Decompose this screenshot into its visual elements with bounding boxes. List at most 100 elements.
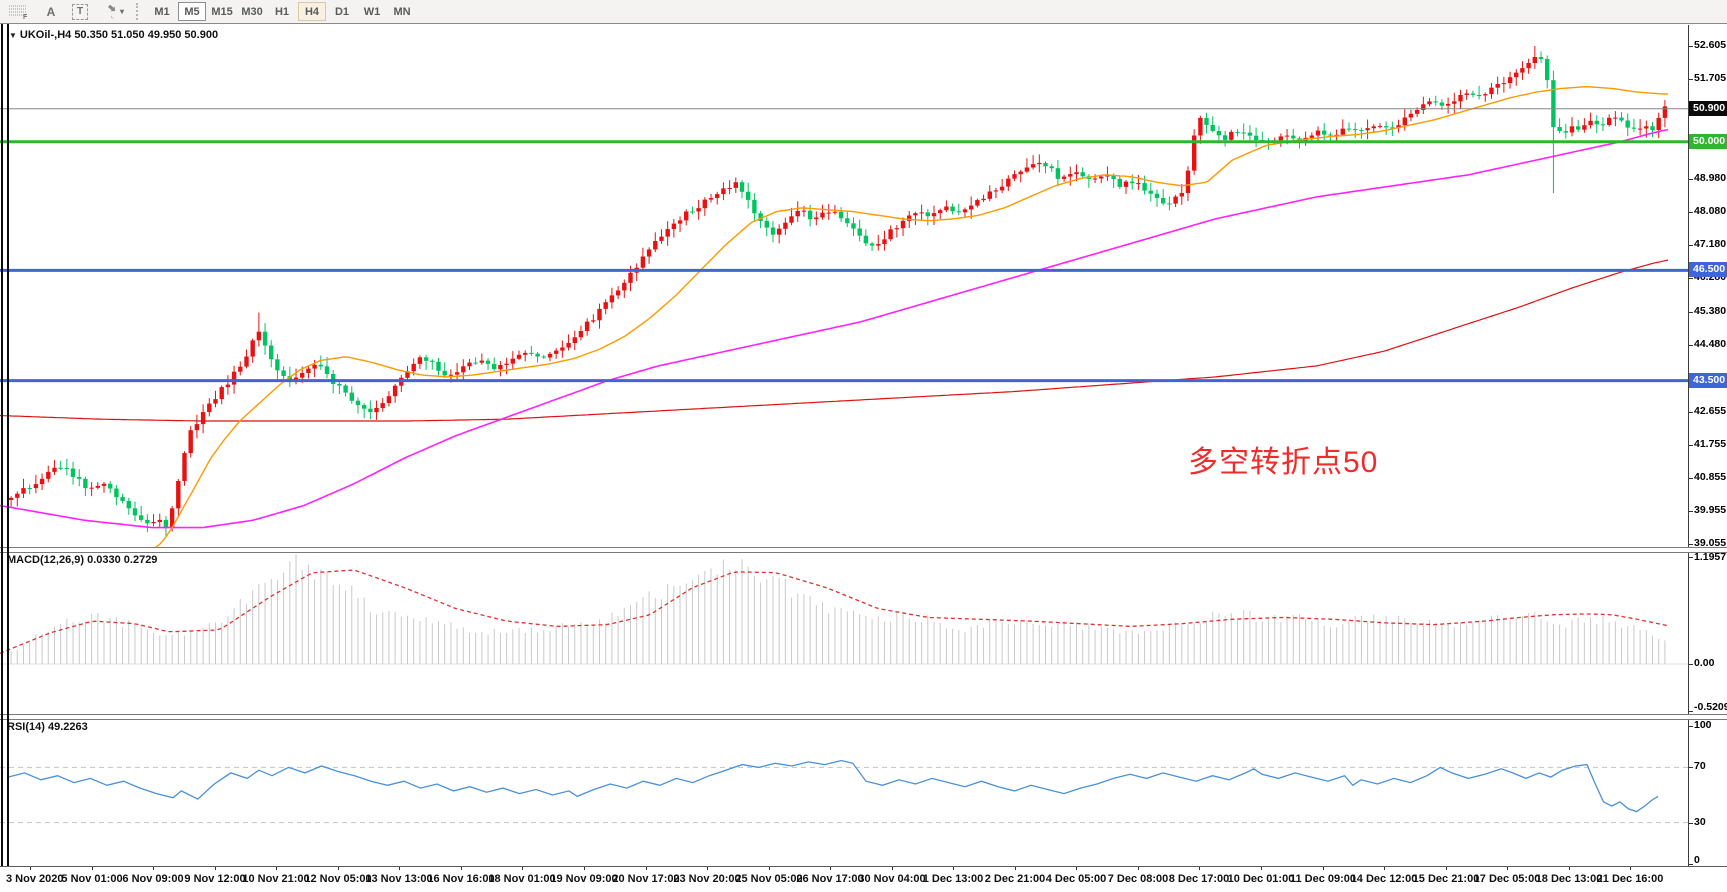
moving-average-line bbox=[0, 259, 1669, 422]
timeframe-button-m30[interactable]: M30 bbox=[238, 2, 266, 21]
rsi-tick-label: 0 bbox=[1694, 854, 1700, 866]
time-axis-label: 1 Dec 13:00 bbox=[922, 873, 984, 885]
macd-label: MACD(12,26,9) 0.0330 0.2729 bbox=[7, 554, 158, 566]
time-axis-label: 15 Dec 21:00 bbox=[1412, 873, 1480, 885]
time-tick-mark bbox=[1076, 867, 1077, 870]
time-tick-mark bbox=[215, 867, 216, 870]
chart-window: ▼ UKOil-,H4 50.350 51.050 49.950 50.900 多… bbox=[0, 23, 1727, 892]
rsi-tick-mark bbox=[1689, 726, 1693, 727]
macd-tick-mark bbox=[1689, 711, 1693, 712]
time-axis-label: 18 Dec 13:00 bbox=[1535, 873, 1603, 885]
time-tick-mark bbox=[522, 867, 523, 870]
time-axis[interactable]: 3 Nov 2020 5 Nov 01:00 6 Nov 09:00 9 Nov 12… bbox=[0, 866, 1727, 892]
moving-average-line bbox=[155, 85, 1668, 547]
time-tick-mark bbox=[584, 867, 585, 870]
timeframe-button-h1[interactable]: H1 bbox=[268, 2, 296, 21]
macd-tick-mark bbox=[1689, 557, 1693, 558]
price-tick-mark bbox=[1689, 278, 1693, 279]
time-tick-mark bbox=[830, 867, 831, 870]
time-tick-mark bbox=[1384, 867, 1385, 870]
price-tick-label: 45.380 bbox=[1694, 305, 1727, 317]
timeframe-button-w1[interactable]: W1 bbox=[358, 2, 386, 21]
macd-tick-label: 1.1957 bbox=[1694, 551, 1727, 563]
rsi-tick-label: 30 bbox=[1694, 816, 1706, 828]
price-tick-label: 39.955 bbox=[1694, 504, 1727, 516]
price-tick-mark bbox=[1689, 79, 1693, 80]
time-axis-label: 25 Nov 05:00 bbox=[735, 873, 803, 885]
panel-splitter[interactable] bbox=[0, 547, 1727, 553]
time-tick-mark bbox=[707, 867, 708, 870]
toolbar-separator bbox=[136, 3, 143, 20]
panel-splitter[interactable] bbox=[0, 714, 1727, 720]
price-tick-label: 44.480 bbox=[1694, 338, 1727, 350]
time-tick-mark bbox=[1446, 867, 1447, 870]
rsi-chart[interactable] bbox=[0, 718, 1688, 866]
rsi-tick-label: 70 bbox=[1694, 760, 1706, 772]
text-box-icon[interactable]: T bbox=[65, 2, 95, 21]
time-axis-label: 8 Dec 17:00 bbox=[1168, 873, 1230, 885]
price-line-badge: 46.500 bbox=[1689, 262, 1727, 277]
time-tick-mark bbox=[646, 867, 647, 870]
time-axis-label: 11 Dec 09:00 bbox=[1289, 873, 1357, 885]
timeframe-button-m15[interactable]: M15 bbox=[208, 2, 236, 21]
time-axis-label: 10 Nov 21:00 bbox=[242, 873, 310, 885]
rsi-tick-mark bbox=[1689, 864, 1693, 865]
rsi-tick-mark bbox=[1689, 767, 1693, 768]
time-tick-mark bbox=[338, 867, 339, 870]
rsi-axis[interactable]: 100 70 30 0 bbox=[1688, 718, 1727, 866]
time-tick-mark bbox=[953, 867, 954, 870]
main-chart-panel: ▼ UKOil-,H4 50.350 51.050 49.950 50.900 多… bbox=[0, 25, 1727, 547]
time-axis-label: 4 Dec 05:00 bbox=[1045, 873, 1107, 885]
price-tick-label: 47.180 bbox=[1694, 238, 1727, 250]
rsi-line bbox=[7, 759, 1659, 813]
macd-chart[interactable] bbox=[0, 551, 1688, 714]
text-label-icon[interactable]: A bbox=[39, 2, 63, 21]
chart-annotation[interactable]: 多空转折点50 bbox=[1188, 446, 1379, 479]
price-tick-label: 40.855 bbox=[1694, 471, 1727, 483]
price-tick-mark bbox=[1689, 245, 1693, 246]
cursor-tool-icon[interactable]: ▾ bbox=[97, 2, 131, 21]
price-tick-label: 48.980 bbox=[1694, 172, 1727, 184]
time-tick-mark bbox=[276, 867, 277, 870]
time-axis-label: 23 Nov 20:00 bbox=[673, 873, 741, 885]
time-axis-label: 12 Nov 05:00 bbox=[304, 873, 372, 885]
time-axis-label: 3 Nov 2020 bbox=[6, 873, 64, 885]
time-tick-mark bbox=[1507, 867, 1508, 870]
macd-axis[interactable]: 1.1957 0.00 -0.5209 bbox=[1688, 551, 1727, 714]
toolbar-customize-icon[interactable]: F bbox=[1, 2, 37, 21]
price-tick-mark bbox=[1689, 312, 1693, 313]
timeframe-button-group: M1 M5 M15 M30 H1 H4 D1 W1 MN bbox=[147, 0, 417, 23]
time-axis-label: 7 Dec 08:00 bbox=[1107, 873, 1169, 885]
time-axis-label: 20 Nov 17:00 bbox=[612, 873, 680, 885]
time-axis-label: 18 Nov 01:00 bbox=[488, 873, 556, 885]
timeframe-button-d1[interactable]: D1 bbox=[328, 2, 356, 21]
timeframe-button-mn[interactable]: MN bbox=[388, 2, 416, 21]
time-axis-label: 5 Nov 01:00 bbox=[61, 873, 123, 885]
timeframe-button-h4[interactable]: H4 bbox=[298, 2, 327, 21]
price-tick-mark bbox=[1689, 478, 1693, 479]
candles-group bbox=[8, 46, 1668, 536]
time-axis-label: 13 Nov 13:00 bbox=[365, 873, 433, 885]
price-tick-mark bbox=[1689, 212, 1693, 213]
timeframe-button-m1[interactable]: M1 bbox=[148, 2, 176, 21]
price-chart[interactable] bbox=[0, 25, 1688, 547]
time-tick-mark bbox=[30, 867, 31, 870]
chart-title-text: UKOil-,H4 50.350 51.050 49.950 50.900 bbox=[19, 29, 219, 41]
time-axis-label: 19 Nov 09:00 bbox=[550, 873, 618, 885]
toolbar-icon-group: F A T ▾ bbox=[0, 0, 132, 23]
time-axis-label: 9 Nov 12:00 bbox=[184, 873, 246, 885]
time-tick-mark bbox=[399, 867, 400, 870]
price-tick-label: 48.080 bbox=[1694, 205, 1727, 217]
rsi-tick-label: 100 bbox=[1694, 719, 1712, 731]
price-line-badge: 50.900 bbox=[1689, 101, 1727, 116]
price-tick-mark bbox=[1689, 179, 1693, 180]
macd-tick-label: 0.00 bbox=[1694, 657, 1715, 669]
timeframe-button-m5[interactable]: M5 bbox=[178, 2, 207, 21]
price-axis[interactable]: 52.605 51.705 48.980 48.080 47.180 46.280 45.3… bbox=[1688, 25, 1727, 547]
price-tick-label: 52.605 bbox=[1694, 39, 1727, 51]
price-tick-mark bbox=[1689, 511, 1693, 512]
time-axis-label: 30 Nov 04:00 bbox=[858, 873, 926, 885]
time-axis-label: 17 Dec 05:00 bbox=[1473, 873, 1541, 885]
price-tick-label: 51.705 bbox=[1694, 72, 1727, 84]
collapse-caret-icon[interactable]: ▼ bbox=[9, 31, 17, 40]
